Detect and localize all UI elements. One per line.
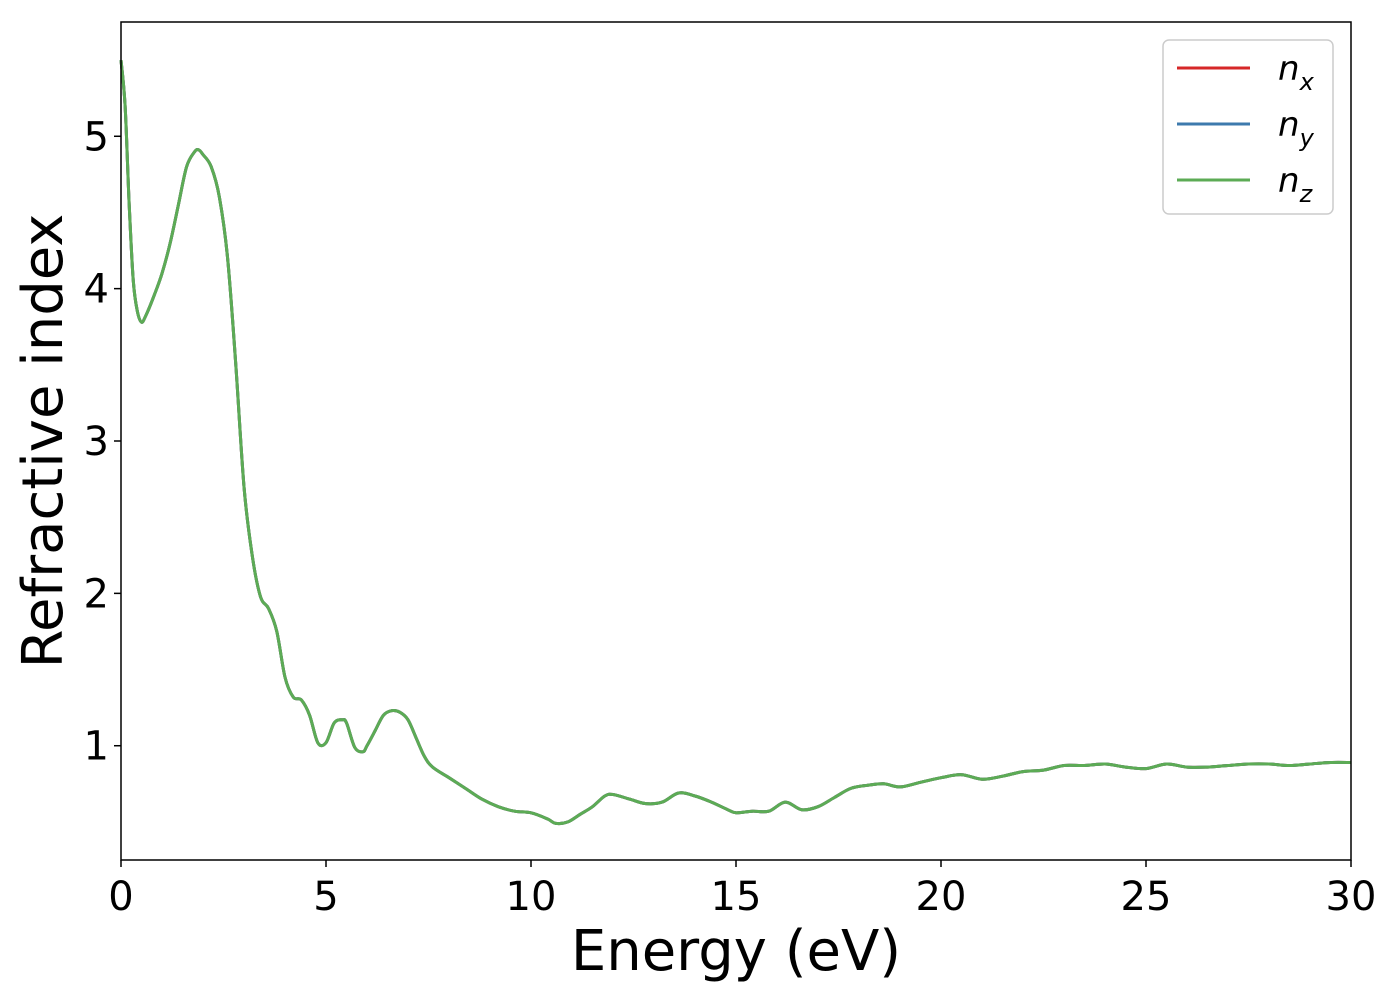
y-tick-label: 3 <box>84 419 109 465</box>
legend-label-y: ny <box>1278 105 1315 152</box>
y-tick-label: 4 <box>84 267 109 313</box>
x-tick-label: 15 <box>711 874 762 920</box>
legend-label-z: nz <box>1278 161 1314 208</box>
x-tick-label: 0 <box>108 874 133 920</box>
legend-label-x: nx <box>1278 49 1315 96</box>
legend: nx ny nz <box>1162 39 1334 215</box>
x-tick-label: 5 <box>313 874 338 920</box>
series-line-z <box>119 59 1352 826</box>
y-axis-title: Refractive index <box>11 214 76 669</box>
y-tick-label: 2 <box>84 571 109 617</box>
plot-lines <box>119 59 1352 826</box>
x-tick-label: 20 <box>916 874 967 920</box>
y-tick-label: 5 <box>84 114 109 160</box>
y-tick-label: 1 <box>84 724 109 770</box>
y-axis-ticks: 1 2 3 4 5 <box>84 114 121 770</box>
legend-box <box>1162 39 1334 215</box>
x-tick-label: 25 <box>1121 874 1172 920</box>
x-tick-label: 30 <box>1326 874 1377 920</box>
x-axis-title: Energy (eV) <box>571 919 901 984</box>
x-axis-ticks: 0 5 10 15 20 25 30 <box>108 860 1376 920</box>
x-tick-label: 10 <box>506 874 557 920</box>
